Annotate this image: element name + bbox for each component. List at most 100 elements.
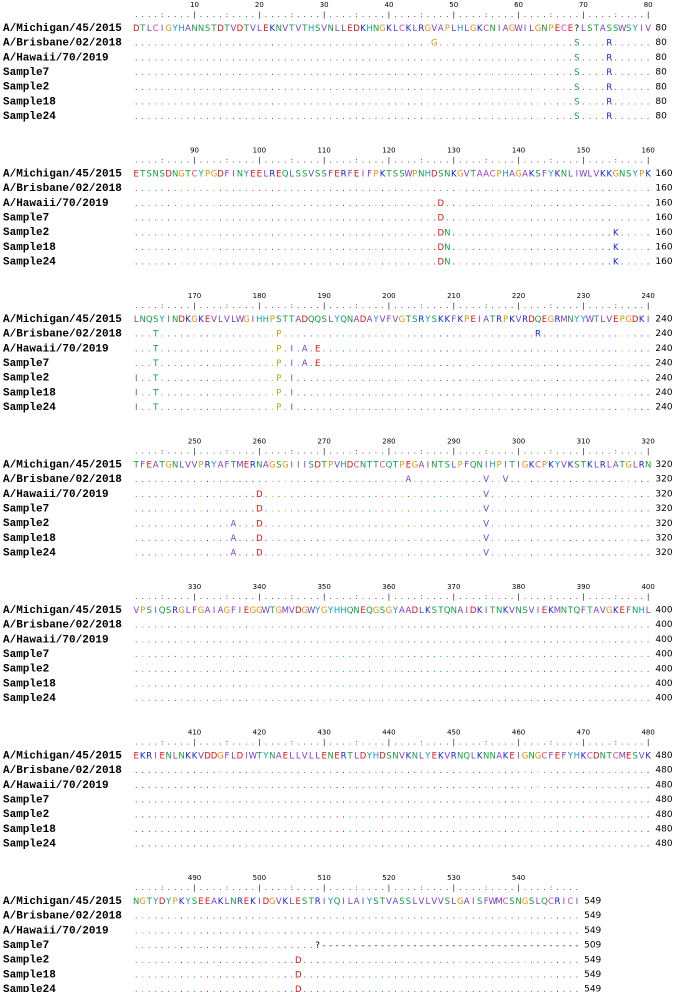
residue: . xyxy=(647,184,650,194)
residue: . xyxy=(200,620,203,630)
residue: . xyxy=(627,489,630,499)
residue: . xyxy=(245,810,248,820)
residue: . xyxy=(504,68,507,78)
residue: . xyxy=(498,839,501,849)
residue: . xyxy=(213,403,216,413)
residue: . xyxy=(550,97,553,107)
residue: . xyxy=(154,82,157,92)
residue: . xyxy=(446,329,449,339)
residue: . xyxy=(375,825,378,835)
residue: N xyxy=(477,460,483,470)
residue: . xyxy=(310,344,313,354)
residue: . xyxy=(271,810,274,820)
residue: . xyxy=(420,504,423,514)
residue: . xyxy=(245,489,248,499)
ruler-label: 510 xyxy=(317,874,330,882)
residue: . xyxy=(154,664,157,674)
residue: . xyxy=(530,68,533,78)
sequence-row: ........................................… xyxy=(135,766,650,776)
residue: . xyxy=(634,184,637,194)
residue: N xyxy=(327,751,333,761)
residue: . xyxy=(180,97,183,107)
residue: . xyxy=(588,825,591,835)
residue: G xyxy=(379,24,386,34)
residue: . xyxy=(588,198,591,208)
residue: . xyxy=(433,839,436,849)
residue: F xyxy=(225,169,230,179)
residue: . xyxy=(504,82,507,92)
residue: E xyxy=(244,897,249,907)
residue: . xyxy=(569,970,572,980)
residue: . xyxy=(426,766,429,776)
residue: . xyxy=(433,534,436,544)
residue: . xyxy=(414,825,417,835)
residue: . xyxy=(640,82,643,92)
residue: . xyxy=(290,198,293,208)
residue: T xyxy=(184,169,191,179)
residue: . xyxy=(187,780,190,790)
residue: . xyxy=(323,373,326,383)
residue: - xyxy=(374,941,377,951)
residue: . xyxy=(213,82,216,92)
residue: . xyxy=(465,112,468,122)
residue: . xyxy=(219,243,222,253)
residue: S xyxy=(399,169,404,179)
residue: . xyxy=(180,228,183,238)
residue: . xyxy=(414,694,417,704)
residue: . xyxy=(329,548,332,558)
residue: E xyxy=(620,606,625,616)
residue: . xyxy=(407,257,410,267)
residue: . xyxy=(141,839,144,849)
residue: . xyxy=(485,257,488,267)
residue: . xyxy=(200,534,203,544)
residue: . xyxy=(634,489,637,499)
residue: . xyxy=(381,373,384,383)
residue: . xyxy=(362,780,365,790)
residue: I xyxy=(465,606,468,616)
residue: . xyxy=(446,112,449,122)
residue: . xyxy=(258,475,261,485)
residue: . xyxy=(284,198,287,208)
residue: . xyxy=(310,911,313,921)
residue: . xyxy=(154,489,157,499)
residue: . xyxy=(550,955,553,965)
residue: . xyxy=(452,53,455,63)
residue: . xyxy=(588,403,591,413)
residue: . xyxy=(472,112,475,122)
residue: . xyxy=(582,664,585,674)
residue: . xyxy=(511,519,514,529)
residue: . xyxy=(491,694,494,704)
residue: I xyxy=(167,315,170,325)
residue: . xyxy=(303,620,306,630)
residue: . xyxy=(634,504,637,514)
residue: . xyxy=(239,955,242,965)
residue: . xyxy=(426,257,429,267)
residue: L xyxy=(633,460,638,470)
residue: . xyxy=(472,184,475,194)
sequence-row: ...T..................P.................… xyxy=(135,329,650,339)
residue: . xyxy=(511,82,514,92)
residue: . xyxy=(627,82,630,92)
residue: . xyxy=(141,243,144,253)
residue: . xyxy=(187,403,190,413)
residue: . xyxy=(420,694,423,704)
residue: . xyxy=(647,97,650,107)
residue: I xyxy=(252,315,255,325)
residue: . xyxy=(174,839,177,849)
residue: . xyxy=(148,257,151,267)
residue: . xyxy=(213,620,216,630)
residue: . xyxy=(588,388,591,398)
residue: . xyxy=(180,664,183,674)
ruler-label: 370 xyxy=(447,583,460,591)
sequence-row: ........................................… xyxy=(135,635,650,645)
residue: . xyxy=(271,257,274,267)
residue: . xyxy=(213,257,216,267)
residue: . xyxy=(530,243,533,253)
sequence-row: I..T..................P.I...............… xyxy=(135,388,650,398)
residue: . xyxy=(491,650,494,660)
residue: . xyxy=(601,243,604,253)
residue: . xyxy=(381,548,384,558)
residue: . xyxy=(394,388,397,398)
residue: . xyxy=(258,795,261,805)
residue: . xyxy=(621,534,624,544)
